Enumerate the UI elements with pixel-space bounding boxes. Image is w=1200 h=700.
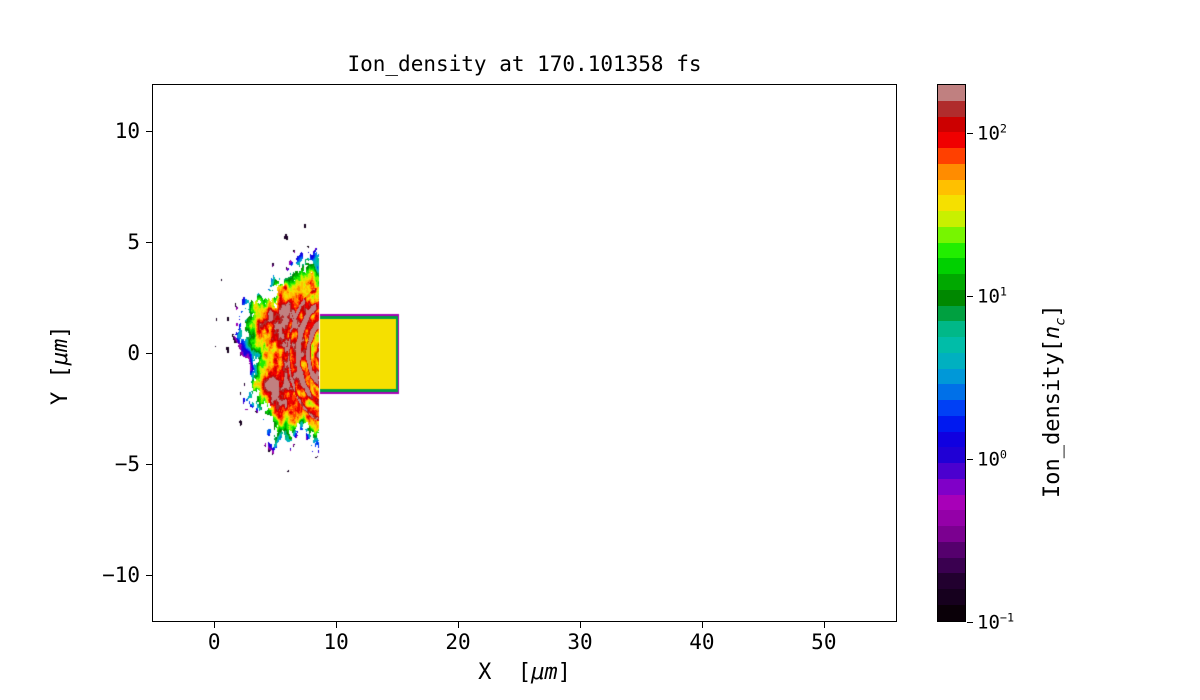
colorbar-band xyxy=(938,463,965,479)
x-tick-label: 30 xyxy=(567,630,593,654)
plot-title: Ion_density at 170.101358 fs xyxy=(347,52,702,76)
y-axis-label-unit: μm xyxy=(48,338,73,366)
colorbar xyxy=(937,84,966,622)
colorbar-band xyxy=(938,494,965,511)
x-tick-label: 20 xyxy=(445,630,471,654)
x-tick-label: 0 xyxy=(207,630,221,654)
colorbar-label-text: Ion_density[ xyxy=(1040,339,1065,498)
y-tick-label: −10 xyxy=(102,563,140,588)
colorbar-tick-label: 101 xyxy=(977,284,1007,308)
x-tick xyxy=(214,622,216,628)
y-tick xyxy=(146,575,152,577)
colorbar-band xyxy=(938,132,965,148)
x-tick-label: 50 xyxy=(811,630,837,654)
x-axis-label-close: ] xyxy=(557,660,571,685)
x-tick xyxy=(701,622,703,628)
y-tick-label: −5 xyxy=(114,452,140,477)
y-tick-label: 5 xyxy=(127,229,140,254)
colorbar-band xyxy=(938,431,965,448)
x-tick xyxy=(579,622,581,628)
colorbar-band xyxy=(938,510,965,526)
colorbar-tick-label: 102 xyxy=(977,121,1007,145)
colorbar-band xyxy=(938,274,965,290)
colorbar-label-sub: c xyxy=(1052,317,1069,326)
colorbar-band xyxy=(938,541,965,558)
x-axis-label-unit: μm xyxy=(531,660,558,685)
colorbar-band xyxy=(938,148,965,164)
colorbar-band xyxy=(938,368,965,385)
colorbar-tick-label: 10−1 xyxy=(977,610,1015,634)
colorbar-band xyxy=(938,447,965,463)
y-tick-label: 10 xyxy=(114,118,140,143)
colorbar-tick xyxy=(967,459,973,461)
colorbar-band xyxy=(938,337,965,353)
y-tick-label: 0 xyxy=(127,341,140,365)
colorbar-band xyxy=(938,85,965,101)
colorbar-band xyxy=(938,478,965,495)
colorbar-label-close: ] xyxy=(1040,304,1065,318)
colorbar-band xyxy=(938,573,965,589)
y-tick xyxy=(146,241,152,243)
colorbar-tick-label: 100 xyxy=(977,447,1007,471)
x-axis-label-text: X [ xyxy=(478,660,532,685)
colorbar-band xyxy=(938,589,965,605)
colorbar-band xyxy=(938,163,965,180)
colorbar-band xyxy=(938,289,965,306)
colorbar-label: Ion_density[nc] xyxy=(1040,304,1068,498)
x-tick-label: 10 xyxy=(323,630,349,654)
plot-axes xyxy=(152,84,897,622)
colorbar-band xyxy=(938,100,965,117)
colorbar-band xyxy=(938,195,965,211)
colorbar-band xyxy=(938,321,965,337)
colorbar-band xyxy=(938,400,965,416)
colorbar-band xyxy=(938,557,965,574)
colorbar-band xyxy=(938,526,965,542)
colorbar-band xyxy=(938,352,965,369)
y-axis-label-close: ] xyxy=(48,325,73,339)
colorbar-band xyxy=(938,242,965,259)
x-tick-label: 40 xyxy=(689,630,715,654)
colorbar-band xyxy=(938,305,965,322)
colorbar-tick xyxy=(967,133,973,135)
colorbar-band xyxy=(938,179,965,196)
y-tick xyxy=(146,464,152,466)
colorbar-tick xyxy=(967,296,973,298)
colorbar-tick xyxy=(967,622,973,623)
x-tick xyxy=(336,622,338,628)
colorbar-band xyxy=(938,604,965,621)
colorbar-label-var: n xyxy=(1040,325,1065,340)
colorbar-band xyxy=(938,384,965,400)
x-tick xyxy=(458,622,460,628)
y-axis-label: Y [μm] xyxy=(48,326,73,406)
x-tick xyxy=(823,622,825,628)
ion-density-heatmap xyxy=(153,85,896,621)
colorbar-band xyxy=(938,258,965,274)
y-tick xyxy=(146,353,152,354)
colorbar-band xyxy=(938,226,965,243)
y-axis-label-text: Y [ xyxy=(48,365,73,405)
y-tick xyxy=(146,130,152,132)
x-axis-label: X [μm] xyxy=(152,660,897,685)
colorbar-band xyxy=(938,211,965,227)
colorbar-band xyxy=(938,116,965,133)
colorbar-band xyxy=(938,415,965,432)
heatmap-region xyxy=(153,85,896,621)
